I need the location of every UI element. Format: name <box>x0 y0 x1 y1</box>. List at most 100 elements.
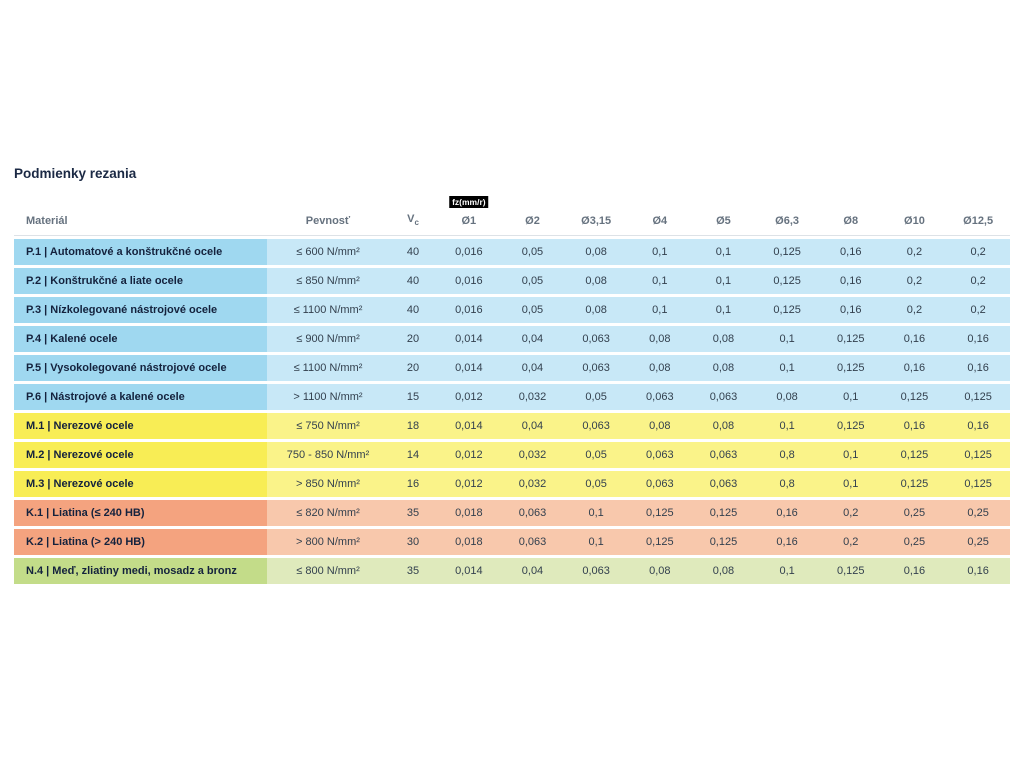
feed-value-cell: 0,16 <box>818 297 883 324</box>
feed-value-cell: 0,125 <box>818 326 883 353</box>
feed-value-cell: 0,063 <box>500 529 565 556</box>
feed-value-cell: 0,125 <box>882 471 947 498</box>
feed-value-cell: 0,08 <box>691 413 756 440</box>
feed-value-cell: 0,1 <box>627 239 692 266</box>
feed-value-cell: 0,16 <box>882 355 947 382</box>
diameter-label: Ø6,3 <box>775 215 800 228</box>
table-row: P.4 | Kalené ocele ≤ 900 N/mm² 20 0,014 0,04… <box>14 326 1010 353</box>
table-row: P.2 | Konštrukčné a liate ocele ≤ 850 N/m… <box>14 268 1010 295</box>
vc-cell: 40 <box>389 297 437 324</box>
material-cell: M.2 | Nerezové ocele <box>14 442 267 469</box>
feed-value-cell: 0,1 <box>818 442 883 469</box>
feed-value-cell: 0,063 <box>500 500 565 527</box>
feed-value-cell: 0,16 <box>946 413 1010 440</box>
feed-value-cell: 0,1 <box>755 355 819 382</box>
feed-value-cell: 0,125 <box>627 500 692 527</box>
strength-cell: ≤ 900 N/mm² <box>267 326 389 353</box>
strength-cell: ≤ 800 N/mm² <box>267 558 389 585</box>
feed-value-cell: 0,16 <box>818 268 883 295</box>
feed-value-cell: 0,16 <box>882 326 947 353</box>
material-cell: P.3 | Nízkolegované nástrojové ocele <box>14 297 267 324</box>
feed-value-cell: 0,16 <box>818 239 883 266</box>
feed-value-cell: 0,1 <box>755 413 819 440</box>
feed-value-cell: 0,012 <box>437 471 501 498</box>
feed-value-cell: 0,04 <box>500 326 565 353</box>
feed-value-cell: 0,125 <box>882 442 947 469</box>
feed-value-cell: 0,2 <box>818 500 883 527</box>
vc-label: V <box>407 213 415 225</box>
vc-cell: 35 <box>389 558 437 585</box>
strength-cell: > 1100 N/mm² <box>267 384 389 411</box>
feed-value-cell: 0,08 <box>691 355 756 382</box>
header-diameter-2: Ø2 <box>500 195 565 237</box>
feed-value-cell: 0,2 <box>946 239 1010 266</box>
feed-value-cell: 0,08 <box>627 558 692 585</box>
vc-cell: 35 <box>389 500 437 527</box>
table-row: M.1 | Nerezové ocele ≤ 750 N/mm² 18 0,014 0,… <box>14 413 1010 440</box>
feed-value-cell: 0,08 <box>564 239 628 266</box>
header-diameter-5: Ø5 <box>691 195 756 237</box>
feed-value-cell: 0,032 <box>500 384 565 411</box>
table-row: N.4 | Meď, zliatiny medi, mosadz a bronz… <box>14 558 1010 585</box>
feed-value-cell: 0,2 <box>882 297 947 324</box>
feed-value-cell: 0,014 <box>437 413 501 440</box>
feed-value-cell: 0,04 <box>500 558 565 585</box>
feed-value-cell: 0,016 <box>437 239 501 266</box>
table-row: M.2 | Nerezové ocele 750 - 850 N/mm² 14 0,0… <box>14 442 1010 469</box>
feed-value-cell: 0,125 <box>755 268 819 295</box>
feed-value-cell: 0,16 <box>755 529 819 556</box>
diameter-label: Ø8 <box>843 215 859 228</box>
feed-value-cell: 0,063 <box>564 355 628 382</box>
feed-value-cell: 0,25 <box>946 500 1010 527</box>
vc-cell: 14 <box>389 442 437 469</box>
strength-cell: ≤ 600 N/mm² <box>267 239 389 266</box>
feed-value-cell: 0,063 <box>627 442 692 469</box>
feed-value-cell: 0,16 <box>755 500 819 527</box>
feed-value-cell: 0,04 <box>500 355 565 382</box>
feed-value-cell: 0,05 <box>500 239 565 266</box>
material-cell: K.2 | Liatina (> 240 HB) <box>14 529 267 556</box>
feed-value-cell: 0,16 <box>946 326 1010 353</box>
table-row: K.2 | Liatina (> 240 HB) > 800 N/mm² 30 0,0… <box>14 529 1010 556</box>
feed-value-cell: 0,012 <box>437 384 501 411</box>
feed-value-cell: 0,1 <box>691 297 756 324</box>
table-row: P.5 | Vysokolegované nástrojové ocele ≤ 1… <box>14 355 1010 382</box>
header-material: Materiál <box>14 195 267 237</box>
diameter-label: Ø1 <box>461 215 477 228</box>
header-diameter-3: Ø3,15 <box>564 195 628 237</box>
vc-cell: 16 <box>389 471 437 498</box>
feed-value-cell: 0,05 <box>500 268 565 295</box>
fz-unit-badge: fz(mm/r) <box>449 196 489 208</box>
diameter-label: Ø4 <box>652 215 668 228</box>
feed-value-cell: 0,05 <box>564 442 628 469</box>
strength-cell: ≤ 850 N/mm² <box>267 268 389 295</box>
feed-value-cell: 0,063 <box>691 384 756 411</box>
feed-value-cell: 0,05 <box>500 297 565 324</box>
feed-value-cell: 0,05 <box>564 384 628 411</box>
vc-cell: 20 <box>389 326 437 353</box>
feed-value-cell: 0,25 <box>882 500 947 527</box>
material-cell: P.6 | Nástrojové a kalené ocele <box>14 384 267 411</box>
material-cell: K.1 | Liatina (≤ 240 HB) <box>14 500 267 527</box>
header-diameter-7: Ø8 <box>818 195 883 237</box>
feed-value-cell: 0,125 <box>818 413 883 440</box>
table-body: P.1 | Automatové a konštrukčné ocele ≤ 60… <box>14 239 1010 585</box>
material-cell: P.4 | Kalené ocele <box>14 326 267 353</box>
cutting-conditions-table: Materiál Pevnosť Vc fz(mm/r) Ø1 Ø2 Ø3,15 Ø4 Ø… <box>14 192 1010 587</box>
feed-value-cell: 0,1 <box>627 268 692 295</box>
feed-value-cell: 0,08 <box>564 268 628 295</box>
feed-value-cell: 0,125 <box>946 442 1010 469</box>
header-diameter-9: Ø12,5 <box>946 195 1010 237</box>
material-cell: P.5 | Vysokolegované nástrojové ocele <box>14 355 267 382</box>
vc-cell: 20 <box>389 355 437 382</box>
feed-value-cell: 0,016 <box>437 268 501 295</box>
feed-value-cell: 0,125 <box>818 558 883 585</box>
table-row: P.6 | Nástrojové a kalené ocele > 1100 N/… <box>14 384 1010 411</box>
feed-value-cell: 0,16 <box>882 413 947 440</box>
feed-value-cell: 0,125 <box>755 239 819 266</box>
strength-cell: ≤ 820 N/mm² <box>267 500 389 527</box>
vc-cell: 15 <box>389 384 437 411</box>
diameter-label: Ø5 <box>716 215 731 228</box>
feed-value-cell: 0,1 <box>691 239 756 266</box>
